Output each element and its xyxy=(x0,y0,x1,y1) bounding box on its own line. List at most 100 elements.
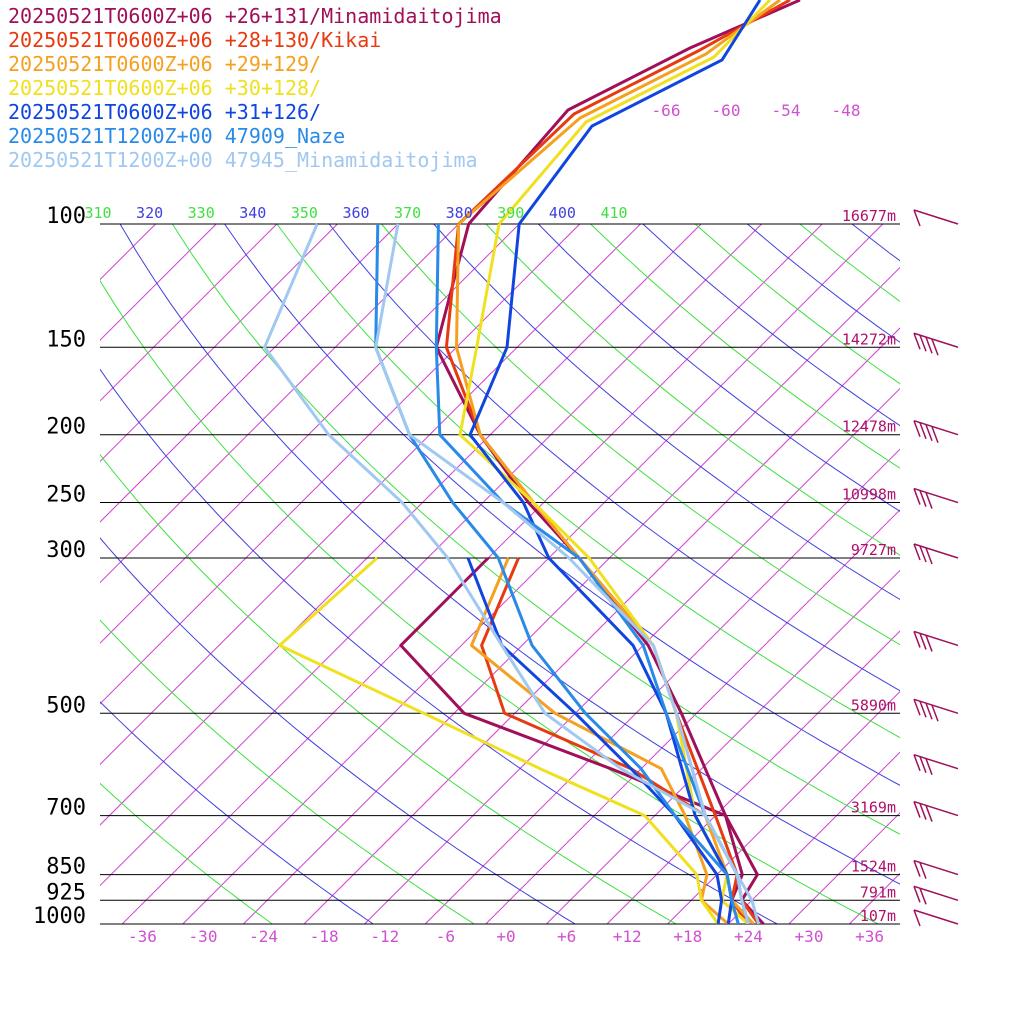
dry-adiabat-line xyxy=(224,223,900,786)
dry-adiabat-line xyxy=(100,701,375,924)
temperature-tick-label: -24 xyxy=(249,927,278,946)
height-label: 16677m xyxy=(842,207,896,225)
upper-series xyxy=(457,0,801,226)
upper-isotherm-label: -66 xyxy=(652,101,681,120)
wind-barb-flag xyxy=(919,633,927,650)
pressure-label: 250 xyxy=(46,483,86,508)
dewpoint-series-line xyxy=(466,557,724,924)
wind-barb-staff xyxy=(913,859,959,876)
wind-barb xyxy=(913,332,959,356)
dry-adiabat-line xyxy=(590,223,900,469)
temperature-tick-label: +6 xyxy=(557,927,576,946)
dry-adiabat-line xyxy=(537,223,900,512)
wind-barb-flag xyxy=(925,337,933,354)
upper-isotherm-label: -54 xyxy=(772,101,801,120)
wind-barb-flag xyxy=(931,426,939,443)
wind-barb-staff xyxy=(913,543,959,559)
wind-barb-flag xyxy=(931,705,939,722)
wind-barb-flag xyxy=(913,420,921,437)
dewpoint-series-line xyxy=(278,556,720,924)
wind-barb-flag xyxy=(913,886,921,903)
wind-barb-staff xyxy=(913,800,959,817)
wind-barb xyxy=(913,753,959,775)
pressure-label: 500 xyxy=(46,693,86,718)
theta-label: 320 xyxy=(136,204,163,222)
isotherm-line xyxy=(100,223,581,705)
dewpoint-series-line xyxy=(263,223,750,924)
temperature-tick-label: -6 xyxy=(436,927,455,946)
isotherm-line xyxy=(303,327,900,924)
temperature-tick-label: -36 xyxy=(128,927,157,946)
wind-barb-flag xyxy=(925,492,933,509)
temperature-tick-label: -12 xyxy=(370,927,399,946)
temperature-tick-label: -30 xyxy=(189,927,218,946)
wind-barb-flag xyxy=(919,756,927,773)
dry-adiabat-line xyxy=(276,223,900,739)
isotherm-line xyxy=(546,569,900,924)
legend-item: 20250521T0600Z+06 +31+126/ xyxy=(8,100,322,124)
legend-item: 20250521T0600Z+06 +30+128/ xyxy=(8,76,322,100)
pressure-label: 300 xyxy=(46,538,86,563)
isotherm-line xyxy=(485,509,900,924)
temperature-tick-label: +0 xyxy=(496,927,515,946)
wind-barb-flag xyxy=(925,635,933,652)
isotherm-line xyxy=(910,224,1024,924)
sounding-series xyxy=(263,223,765,924)
wind-barb-flag xyxy=(913,488,921,505)
wind-barb-flag xyxy=(919,335,927,352)
wind-barb xyxy=(913,543,959,565)
theta-label: 380 xyxy=(446,204,473,222)
wind-barb-flag xyxy=(925,805,933,822)
wind-barb-staff xyxy=(913,209,959,225)
wind-barb-flag xyxy=(925,547,933,565)
wind-barb-flag xyxy=(919,862,927,879)
dry-adiabat-line xyxy=(100,537,577,924)
wind-barb-flag xyxy=(919,803,927,820)
dry-adiabat-line xyxy=(433,223,900,601)
wind-barb-flag xyxy=(913,909,921,927)
temperature-tick-label: +24 xyxy=(734,927,763,946)
dry-adiabat-line xyxy=(799,223,900,302)
wind-barb-flag xyxy=(913,754,921,771)
wind-barb-flag xyxy=(913,631,921,648)
upper-temperature-line xyxy=(467,0,801,225)
upper-temperature-line xyxy=(517,0,762,225)
wind-barb xyxy=(913,209,959,227)
height-label: 3169m xyxy=(851,799,896,817)
wind-barb-staff xyxy=(913,885,959,902)
wind-barb-flag xyxy=(913,333,921,350)
isotherm-line xyxy=(100,223,520,644)
pressure-label: 100 xyxy=(46,204,86,229)
isotherm-line xyxy=(100,223,641,766)
wind-barb xyxy=(913,859,959,879)
pressure-label: 925 xyxy=(46,880,86,905)
upper-isotherm-label: -48 xyxy=(832,101,861,120)
wind-barb-staff xyxy=(913,753,959,770)
height-label: 14272m xyxy=(842,330,896,348)
temperature-tick-label: +36 xyxy=(855,927,884,946)
wind-barb-flag xyxy=(925,703,933,720)
pressure-label: 1000 xyxy=(33,904,86,929)
theta-label: 410 xyxy=(600,204,627,222)
wind-barb-flag xyxy=(919,545,927,563)
wind-barb-staff xyxy=(913,487,959,504)
wind-barb-flag xyxy=(913,543,921,561)
wind-barb-flag xyxy=(925,758,933,775)
wind-barbs xyxy=(913,209,959,927)
wind-barb-flag xyxy=(919,422,927,439)
isotherm-line xyxy=(364,387,900,924)
wind-barb-staff xyxy=(913,630,959,647)
temperature-tick-label: +30 xyxy=(795,927,824,946)
isotherm-line xyxy=(100,223,762,887)
isotherm-line xyxy=(100,223,278,402)
isotherm-line xyxy=(100,223,399,523)
dry-adiabat-line xyxy=(100,619,476,924)
isotherm-line xyxy=(971,224,1024,924)
wind-barb-flag xyxy=(919,888,927,905)
theta-label: 360 xyxy=(342,204,369,222)
isotherm-line xyxy=(424,448,900,924)
theta-label: 370 xyxy=(394,204,421,222)
isotherm-line xyxy=(667,690,900,924)
theta-label: 350 xyxy=(291,204,318,222)
isotherm-line xyxy=(849,872,900,924)
